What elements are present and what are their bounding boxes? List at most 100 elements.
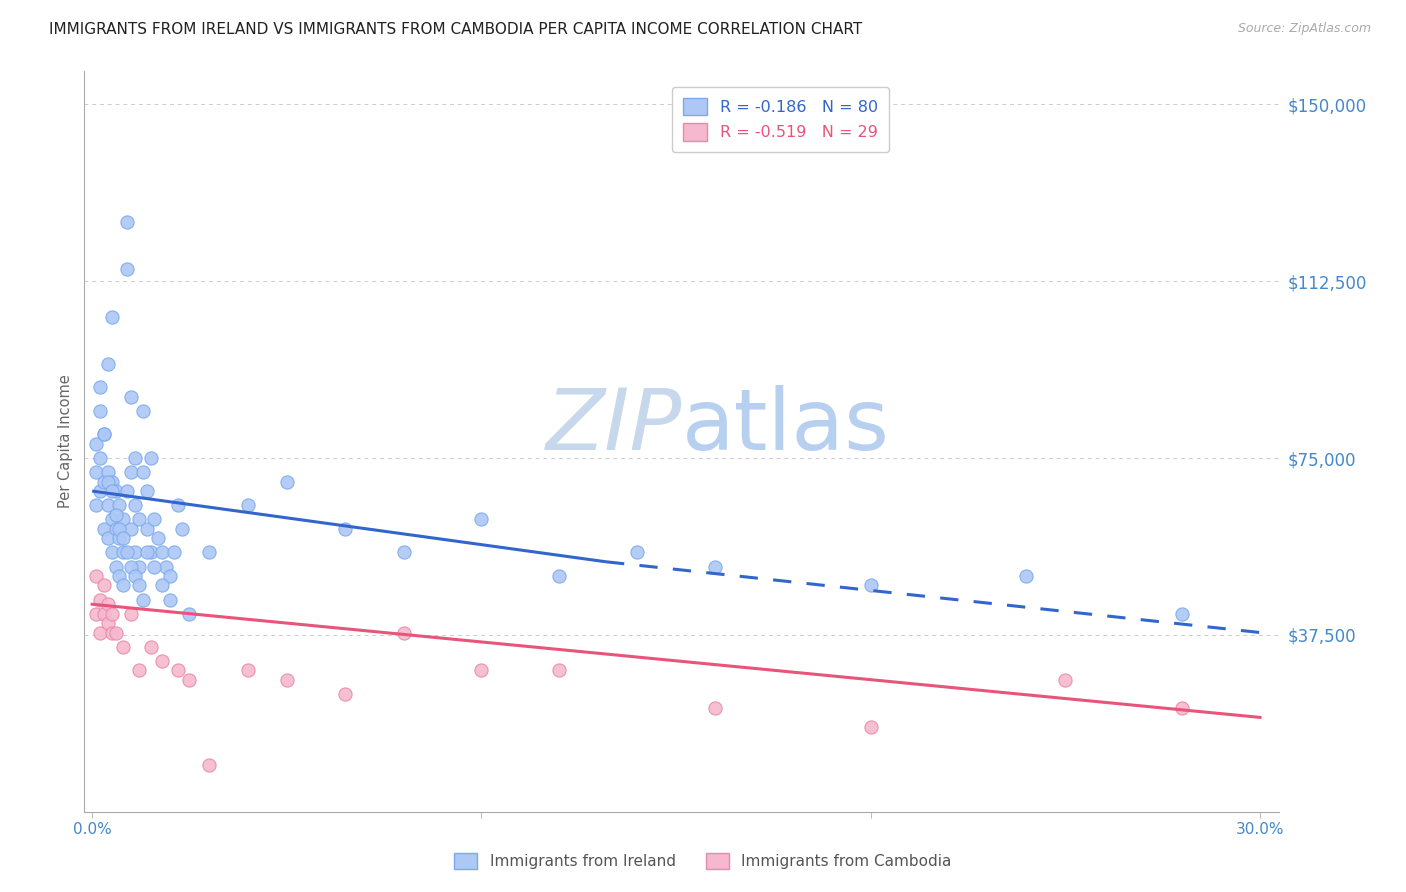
Point: [128, 512, 150, 526]
Point: [93, 475, 115, 489]
Point: [104, 508, 127, 522]
Point: [132, 592, 155, 607]
Point: [100, 310, 122, 324]
Point: [335, 522, 357, 536]
Point: [139, 451, 162, 466]
Point: [97, 531, 120, 545]
Point: [97, 357, 120, 371]
Point: [143, 559, 166, 574]
Point: [276, 475, 298, 489]
Point: [115, 545, 138, 559]
Point: [236, 498, 259, 512]
Point: [108, 522, 131, 536]
Point: [89, 484, 111, 499]
Point: [112, 531, 135, 545]
Point: [120, 465, 142, 479]
Point: [108, 498, 131, 512]
Point: [124, 569, 146, 583]
Point: [89, 451, 111, 466]
Point: [93, 578, 115, 592]
Point: [100, 545, 122, 559]
Point: [159, 569, 181, 583]
Point: [859, 578, 882, 592]
Point: [115, 215, 138, 229]
Point: [150, 578, 173, 592]
Point: [135, 484, 157, 499]
Point: [115, 262, 138, 277]
Point: [166, 663, 188, 677]
Point: [470, 663, 492, 677]
Point: [132, 465, 155, 479]
Text: Source: ZipAtlas.com: Source: ZipAtlas.com: [1237, 22, 1371, 36]
Point: [104, 559, 127, 574]
Point: [104, 625, 127, 640]
Point: [100, 512, 122, 526]
Point: [143, 512, 166, 526]
Point: [84, 498, 107, 512]
Point: [104, 522, 127, 536]
Point: [115, 484, 138, 499]
Point: [100, 484, 122, 499]
Text: IMMIGRANTS FROM IRELAND VS IMMIGRANTS FROM CAMBODIA PER CAPITA INCOME CORRELATIO: IMMIGRANTS FROM IRELAND VS IMMIGRANTS FR…: [49, 22, 862, 37]
Point: [1171, 607, 1194, 621]
Point: [104, 484, 127, 499]
Point: [89, 592, 111, 607]
Point: [97, 498, 120, 512]
Point: [97, 465, 120, 479]
Point: [392, 545, 415, 559]
Point: [124, 545, 146, 559]
Point: [84, 437, 107, 451]
Point: [93, 427, 115, 442]
Point: [150, 545, 173, 559]
Point: [139, 640, 162, 654]
Point: [108, 531, 131, 545]
Point: [135, 522, 157, 536]
Point: [128, 663, 150, 677]
Point: [139, 545, 162, 559]
Point: [108, 569, 131, 583]
Point: [159, 592, 181, 607]
Point: [97, 597, 120, 611]
Point: [93, 427, 115, 442]
Point: [148, 531, 170, 545]
Point: [97, 616, 120, 631]
Point: [392, 625, 415, 640]
Point: [859, 720, 882, 734]
Point: [179, 673, 201, 687]
Point: [132, 404, 155, 418]
Point: [93, 607, 115, 621]
Point: [100, 607, 122, 621]
Point: [84, 465, 107, 479]
Point: [163, 545, 186, 559]
Point: [128, 578, 150, 592]
Point: [112, 512, 135, 526]
Point: [1015, 569, 1038, 583]
Point: [120, 559, 142, 574]
Point: [1171, 701, 1194, 715]
Point: [1054, 673, 1077, 687]
Point: [84, 607, 107, 621]
Point: [276, 673, 298, 687]
Point: [112, 578, 135, 592]
Point: [89, 380, 111, 394]
Point: [100, 475, 122, 489]
Point: [89, 404, 111, 418]
Legend: Immigrants from Ireland, Immigrants from Cambodia: Immigrants from Ireland, Immigrants from…: [449, 847, 957, 875]
Point: [548, 569, 571, 583]
Point: [120, 607, 142, 621]
Point: [198, 757, 221, 772]
Point: [120, 522, 142, 536]
Point: [150, 654, 173, 668]
Point: [128, 559, 150, 574]
Point: [335, 687, 357, 701]
Point: [548, 663, 571, 677]
Point: [704, 701, 727, 715]
Point: [89, 625, 111, 640]
Point: [135, 545, 157, 559]
Point: [112, 640, 135, 654]
Point: [120, 390, 142, 404]
Text: ZIP: ZIP: [546, 385, 682, 468]
Point: [179, 607, 201, 621]
Point: [155, 559, 177, 574]
Point: [93, 522, 115, 536]
